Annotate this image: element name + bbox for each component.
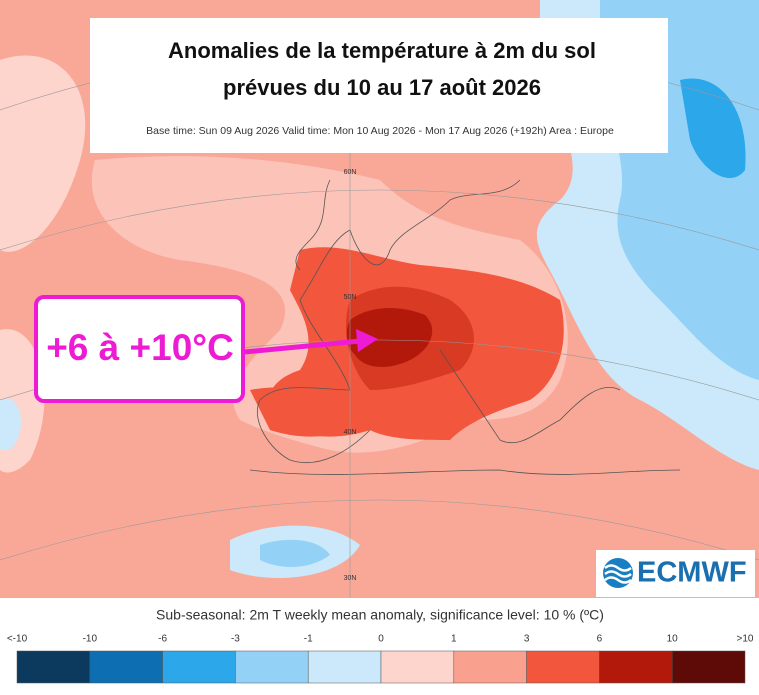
title-box: Anomalies de la température à 2m du sol … — [90, 18, 668, 153]
legend-swatch — [526, 650, 600, 684]
legend-label: 0 — [378, 634, 384, 645]
legend-label: 1 — [451, 634, 457, 645]
latitude-label: 30N — [344, 575, 357, 582]
legend-swatch — [453, 650, 527, 684]
legend-swatch — [16, 650, 91, 684]
legend-label: -6 — [158, 634, 167, 645]
legend-swatch — [235, 650, 309, 684]
legend-label: -1 — [304, 634, 313, 645]
legend-caption: Sub-seasonal: 2m T weekly mean anomaly, … — [156, 607, 604, 623]
annotation-arrowhead — [356, 329, 378, 352]
logo-text: ECMWF — [637, 557, 747, 589]
coastlines — [249, 179, 681, 475]
latitude-label: 50N — [344, 294, 357, 301]
anomaly-area — [0, 398, 21, 450]
legend-label: 3 — [524, 634, 530, 645]
legend-swatch — [380, 650, 455, 684]
anomaly-area — [0, 55, 86, 252]
legend-label: <-10 — [7, 634, 28, 645]
anomaly-area — [260, 539, 330, 567]
legend-swatch — [307, 650, 382, 684]
legend: <-10 -10 -6 -3 -1 0 1 3 6 10 >10 — [7, 634, 754, 684]
legend-label: 10 — [667, 634, 679, 645]
annotation-arrow — [244, 338, 361, 355]
anomaly-area — [680, 78, 746, 179]
title: prévues du 10 au 17 août 2026 — [223, 75, 541, 100]
annotation: +6 à +10°C — [34, 295, 378, 403]
legend-label: -3 — [231, 634, 240, 645]
legend-label: >10 — [737, 634, 754, 645]
latitude-label: 40N — [344, 429, 357, 436]
legend-label: 6 — [597, 634, 603, 645]
annotation-text: +6 à +10°C — [46, 327, 234, 368]
anomaly-area — [250, 387, 360, 437]
annotation-box — [34, 295, 245, 403]
title-background — [90, 18, 668, 153]
anomaly-area — [346, 308, 433, 367]
logo: ECMWF — [596, 550, 755, 597]
title: Anomalies de la température à 2m du sol — [168, 38, 596, 63]
logo-waves — [604, 564, 632, 584]
latitude-label: 60N — [344, 169, 357, 176]
legend-swatch — [162, 650, 236, 684]
legend-label: -10 — [83, 634, 98, 645]
legend-swatch — [671, 650, 746, 684]
subtitle: Base time: Sun 09 Aug 2026 Valid time: M… — [146, 125, 614, 137]
legend-swatch — [599, 650, 673, 684]
legend-swatch — [89, 650, 163, 684]
